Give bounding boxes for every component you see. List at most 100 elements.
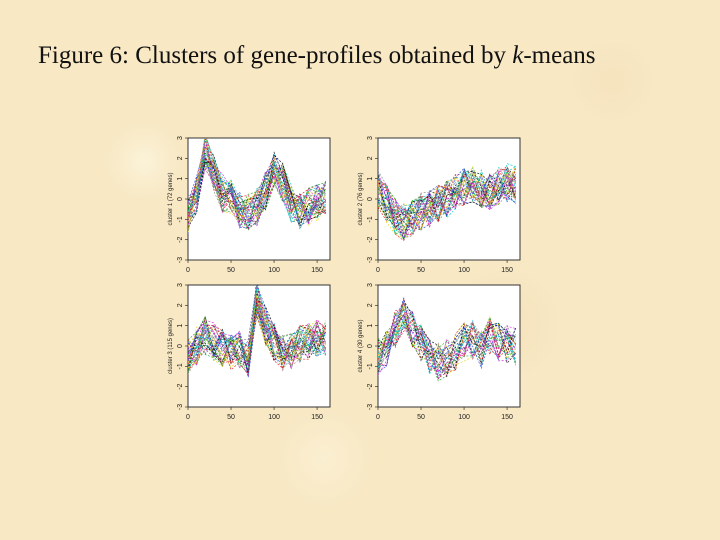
y-tick-label: -3 xyxy=(367,257,374,263)
y-tick-label: 0 xyxy=(177,344,184,348)
x-tick-label: 150 xyxy=(311,267,323,274)
y-tick-label: 0 xyxy=(367,344,374,348)
gene-profile-line xyxy=(188,154,326,221)
x-tick-label: 150 xyxy=(501,267,513,274)
gene-profile-line xyxy=(188,151,326,213)
y-tick-label: 1 xyxy=(367,177,374,181)
x-tick-label: 100 xyxy=(458,267,470,274)
gene-profile-line xyxy=(188,303,327,372)
gene-profile-line xyxy=(378,314,516,381)
y-tick-label: 3 xyxy=(177,283,184,287)
x-tick-label: 100 xyxy=(268,267,280,274)
gene-profile-line xyxy=(378,314,517,373)
y-tick-label: 0 xyxy=(177,197,184,201)
gene-profile-line xyxy=(188,138,326,225)
caption-italic-k: k xyxy=(512,42,524,69)
gene-profile-line xyxy=(378,170,516,228)
caption-prefix: Figure 6: Clusters of gene-profiles obta… xyxy=(38,42,513,69)
y-tick-label: 2 xyxy=(177,303,184,307)
gene-profile-line xyxy=(378,319,516,372)
y-tick-label: 3 xyxy=(367,283,374,287)
gene-profile-line xyxy=(188,145,326,228)
profiles-group xyxy=(188,138,327,235)
gene-profile-line xyxy=(378,167,517,231)
gene-profile-line xyxy=(378,165,517,232)
cluster-figure: -3 -2 -1 0 1 2 3 0 50 100 150 cluster 1 (72 genes) … xyxy=(150,125,550,425)
gene-profile-line xyxy=(188,138,326,223)
y-tick-label: -2 xyxy=(367,383,374,389)
gene-profile-line xyxy=(188,167,327,226)
x-tick-label: 50 xyxy=(417,414,425,421)
cluster-4-plot: -3 -2 -1 0 1 2 3 0 50 100 150 cluster 4 (30 genes) xyxy=(358,283,521,421)
gene-profile-line xyxy=(378,302,516,373)
y-axis-label: cluster 2 (76 genes) xyxy=(358,172,364,225)
gene-profile-line xyxy=(188,316,327,366)
y-tick-label: -3 xyxy=(177,404,184,410)
x-tick-label: 0 xyxy=(186,414,190,421)
gene-profile-line xyxy=(188,309,327,376)
gene-profile-line xyxy=(188,297,327,376)
gene-profile-line xyxy=(378,181,516,241)
y-tick-label: -3 xyxy=(177,257,184,263)
cluster-panel-2: -3 -2 -1 0 1 2 3 0 50 100 150 cluster 2 (76 genes) xyxy=(350,130,540,280)
gene-profile-line xyxy=(188,141,327,229)
gene-profile-line xyxy=(188,150,327,229)
gene-profile-line xyxy=(188,299,326,363)
gene-profile-line xyxy=(188,153,326,224)
x-tick-label: 150 xyxy=(311,414,323,421)
gene-profile-line xyxy=(378,169,516,237)
cluster-2-plot: -3 -2 -1 0 1 2 3 0 50 100 150 cluster 2 (76 genes) xyxy=(358,136,521,274)
gene-profile-line xyxy=(378,168,517,235)
x-tick-label: 50 xyxy=(227,267,235,274)
gene-profile-line xyxy=(378,166,516,235)
gene-profile-line xyxy=(188,295,326,369)
y-axis-label: cluster 1 (72 genes) xyxy=(168,172,174,225)
gene-profile-line xyxy=(378,167,517,230)
gene-profile-line xyxy=(378,314,517,374)
gene-profile-line xyxy=(188,310,326,378)
profiles-group xyxy=(188,285,327,378)
y-tick-label: -1 xyxy=(177,363,184,369)
gene-profile-line xyxy=(188,301,327,369)
gene-profile-line xyxy=(188,152,327,214)
gene-profile-line xyxy=(378,316,517,363)
x-tick-label: 0 xyxy=(186,267,190,274)
gene-profile-line xyxy=(378,297,516,373)
y-tick-label: 2 xyxy=(177,156,184,160)
y-tick-label: 1 xyxy=(367,324,374,328)
x-tick-label: 50 xyxy=(227,414,235,421)
gene-profile-line xyxy=(188,315,326,373)
y-tick-label: 3 xyxy=(367,136,374,140)
gene-profile-line xyxy=(188,285,326,375)
cluster-panel-4: -3 -2 -1 0 1 2 3 0 50 100 150 cluster 4 (30 genes) xyxy=(350,277,540,427)
x-tick-label: 0 xyxy=(376,267,380,274)
gene-profile-line xyxy=(378,303,516,381)
y-tick-label: -2 xyxy=(177,236,184,242)
x-tick-label: 50 xyxy=(417,267,425,274)
y-tick-label: -1 xyxy=(367,363,374,369)
y-tick-label: 2 xyxy=(367,303,374,307)
gene-profile-line xyxy=(378,168,517,235)
gene-profile-line xyxy=(378,299,517,378)
gene-profile-line xyxy=(188,157,326,222)
gene-profile-line xyxy=(378,172,516,231)
gene-profile-line xyxy=(378,319,516,375)
y-axis-label: cluster 4 (30 genes) xyxy=(358,319,364,372)
gene-profile-line xyxy=(188,159,326,224)
y-tick-label: 2 xyxy=(367,156,374,160)
gene-profile-line xyxy=(378,319,517,374)
gene-profile-line xyxy=(188,168,326,230)
gene-profile-line xyxy=(378,174,516,241)
y-tick-label: -2 xyxy=(177,383,184,389)
y-tick-label: 1 xyxy=(177,177,184,181)
y-tick-label: 0 xyxy=(367,197,374,201)
gene-profile-line xyxy=(378,174,516,218)
gene-profile-line xyxy=(378,316,516,367)
gene-profile-line xyxy=(188,163,327,223)
cluster-3-plot: -3 -2 -1 0 1 2 3 0 50 100 150 cluster 3 (115 genes) xyxy=(168,283,331,421)
gene-profile-line xyxy=(378,321,517,376)
gene-profile-line xyxy=(188,138,326,223)
cluster-1-plot: -3 -2 -1 0 1 2 3 0 50 100 150 cluster 1 (72 genes) xyxy=(168,136,331,274)
gene-profile-line xyxy=(378,167,516,235)
gene-profile-line xyxy=(378,170,517,239)
